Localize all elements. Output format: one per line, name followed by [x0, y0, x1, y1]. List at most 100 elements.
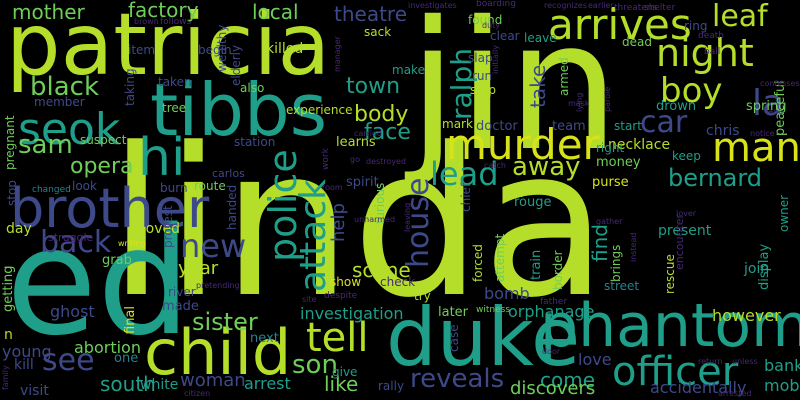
word: pregnant	[3, 115, 17, 170]
word: made	[162, 299, 199, 314]
word: team	[552, 119, 586, 134]
word: one	[114, 351, 139, 366]
word: mark	[442, 117, 473, 131]
word: n	[4, 327, 13, 343]
word: new	[180, 227, 247, 265]
word: theatre	[334, 2, 408, 26]
word: ball	[704, 47, 721, 57]
word: follows	[160, 17, 192, 27]
word: accidentally	[650, 378, 747, 397]
word: purse	[592, 175, 629, 190]
word: recognizes	[544, 1, 587, 10]
word: mother	[12, 0, 85, 24]
word: begin	[198, 43, 232, 57]
word: leave	[524, 31, 557, 45]
word: sack	[364, 25, 392, 39]
word: armed	[557, 57, 571, 96]
word: start	[614, 119, 642, 133]
word: destroyed	[366, 157, 407, 166]
word: slap	[468, 51, 493, 65]
word: perform	[520, 183, 572, 198]
word: like	[324, 372, 359, 396]
word: final	[123, 305, 138, 334]
word: bernard	[668, 164, 763, 192]
word: death	[698, 31, 724, 41]
word: investigation	[300, 304, 404, 323]
word: witness	[476, 305, 511, 315]
word: seok	[18, 104, 121, 155]
word: writing	[118, 239, 146, 248]
word: attack	[293, 179, 334, 292]
word: away	[512, 152, 581, 182]
word: brown	[134, 17, 159, 26]
word: instead	[629, 232, 638, 263]
word: however	[712, 306, 781, 325]
word: young	[2, 342, 52, 361]
word: night	[656, 31, 754, 75]
word: protest	[161, 205, 175, 248]
word: site	[302, 295, 317, 304]
word: burn	[160, 181, 188, 195]
word: keep	[672, 149, 701, 163]
word: learns	[336, 135, 376, 150]
word: earlier	[588, 1, 614, 10]
word: linda	[108, 105, 608, 343]
word: chief	[459, 182, 473, 212]
word: come	[540, 368, 596, 392]
word: citizen	[184, 389, 211, 398]
word: ghost	[50, 302, 95, 321]
word: boy	[660, 71, 723, 111]
word: door	[542, 347, 561, 356]
word: also	[240, 81, 265, 95]
word: black	[30, 72, 100, 102]
word: see	[42, 343, 95, 378]
word: unless	[732, 357, 758, 366]
word: lead	[430, 155, 499, 193]
word: opera	[70, 154, 134, 179]
word: run	[472, 69, 493, 83]
word: elderly	[229, 44, 243, 86]
word: la	[752, 83, 785, 124]
word: factory	[128, 0, 199, 22]
word: arrest	[244, 374, 291, 393]
word: find	[588, 224, 612, 262]
word: street	[604, 279, 640, 293]
word: lover	[676, 209, 697, 218]
word: hi	[138, 128, 186, 188]
word: necklace	[608, 137, 671, 153]
word: investigates	[408, 1, 457, 10]
word: despite	[324, 291, 358, 301]
word: father	[540, 297, 568, 307]
word: lana	[766, 107, 784, 116]
word: face	[364, 120, 411, 145]
word: ring	[684, 19, 708, 33]
word: arrested	[718, 389, 752, 398]
word: parole	[603, 86, 612, 112]
word: son	[292, 350, 338, 380]
word: forced	[471, 244, 485, 282]
word: ed	[6, 196, 191, 368]
word: pretending	[196, 281, 240, 290]
word: south	[100, 372, 156, 396]
word: love	[578, 350, 612, 369]
word: year	[178, 258, 219, 279]
word: right	[596, 141, 625, 155]
word: make	[392, 63, 425, 77]
word: clear	[490, 29, 520, 43]
word: white	[140, 377, 179, 393]
word: go	[350, 155, 360, 164]
word: taking	[123, 68, 137, 106]
word: carlos	[212, 167, 245, 180]
word: notice	[750, 129, 775, 138]
word: moved	[132, 221, 180, 237]
word: train	[529, 249, 544, 280]
word: brings	[609, 244, 623, 282]
word: jin	[408, 0, 620, 190]
word: boarding	[476, 0, 516, 9]
word: try	[414, 289, 431, 303]
word: member	[34, 95, 85, 109]
word: help	[328, 203, 349, 242]
word: item	[128, 43, 156, 57]
word: suspect	[80, 133, 127, 147]
